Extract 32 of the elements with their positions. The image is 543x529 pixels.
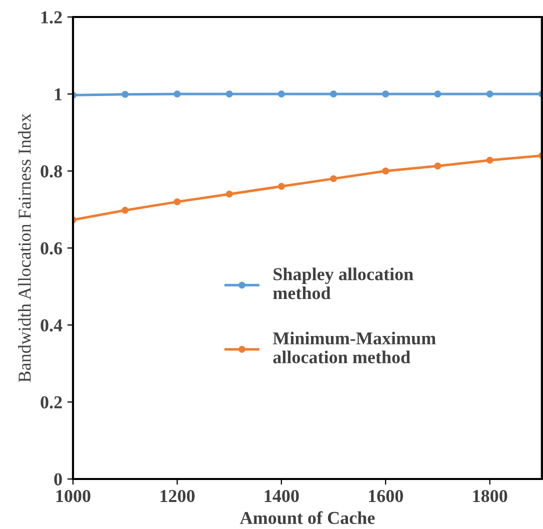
point [226, 90, 233, 98]
x-tick-label: 1000 [56, 490, 90, 502]
y-tick-label: 0.8 [40, 165, 62, 178]
point [122, 206, 129, 214]
point [330, 175, 337, 182]
point [382, 90, 390, 98]
y-tick-label: 0.2 [40, 396, 62, 409]
y-tick-label: 1 [55, 88, 62, 100]
point [330, 90, 337, 98]
y-axis-title: Bandwidth Allocation Fairness Index [18, 114, 31, 382]
x-tick-label: 1600 [369, 490, 403, 502]
point [434, 162, 442, 170]
point [486, 156, 494, 164]
x-tick-label: 1800 [473, 490, 508, 502]
point [486, 90, 494, 98]
point [174, 198, 181, 206]
point [382, 168, 390, 174]
y-tick-label: 0.6 [40, 242, 62, 255]
y-tick-label: 0.4 [40, 319, 62, 332]
point [226, 190, 233, 198]
point [122, 90, 129, 98]
x-tick-label: 1400 [264, 490, 299, 502]
y-tick-label: 0 [54, 473, 62, 486]
point [434, 90, 442, 98]
legend-label: Shapley allocation method [273, 268, 414, 300]
point [278, 90, 285, 98]
point [174, 90, 181, 98]
x-tick-label: 1200 [160, 490, 195, 502]
x-axis-title: Amount of Cache [240, 511, 375, 524]
point [278, 182, 285, 190]
legend-label: Minimum-Maximum allocation method [272, 332, 436, 364]
y-tick-label: 1.2 [41, 11, 62, 24]
